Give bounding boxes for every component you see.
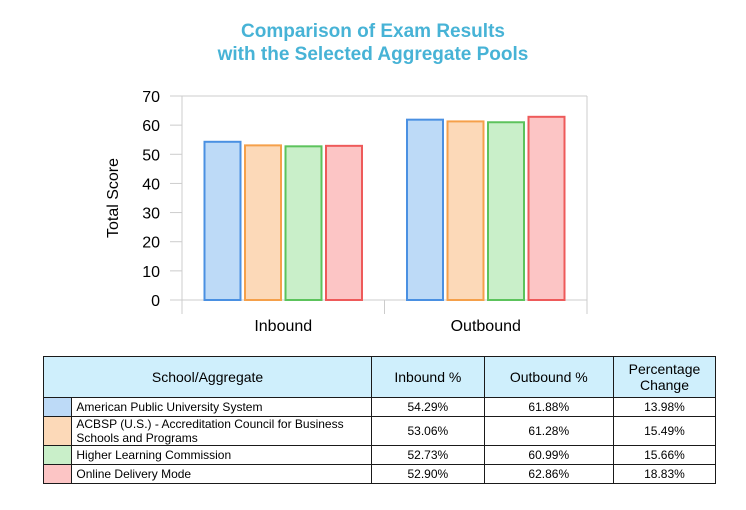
bar xyxy=(325,144,363,301)
x-tick-label: Inbound xyxy=(254,318,312,335)
outbound-value: 61.88% xyxy=(483,397,614,417)
y-axis-label: Total Score xyxy=(105,158,122,238)
bar xyxy=(487,121,525,301)
color-swatch xyxy=(42,397,73,417)
inbound-value: 53.06% xyxy=(371,416,485,446)
school-name: American Public University System xyxy=(71,397,373,417)
color-swatch xyxy=(42,416,73,446)
y-tick-label: 60 xyxy=(142,118,160,135)
y-tick-label: 20 xyxy=(142,235,160,252)
chart-title: Comparison of Exam Results with the Sele… xyxy=(0,20,746,66)
change-value: 18.83% xyxy=(612,464,717,484)
y-tick-label: 40 xyxy=(142,176,160,193)
outbound-value: 60.99% xyxy=(483,445,614,465)
header-outbound: Outbound % xyxy=(483,356,614,398)
chart-title-line-1: Comparison of Exam Results xyxy=(241,21,505,42)
header-school: School/Aggregate xyxy=(42,356,373,398)
change-value: 13.98% xyxy=(612,397,717,417)
outbound-value: 62.86% xyxy=(483,464,614,484)
table-row: Higher Learning Commission 52.73% 60.99%… xyxy=(42,445,717,465)
outbound-value: 61.28% xyxy=(483,416,614,446)
table-row: Online Delivery Mode 52.90% 62.86% 18.83… xyxy=(42,464,717,484)
change-value: 15.49% xyxy=(612,416,717,446)
y-tick-label: 10 xyxy=(142,264,160,281)
color-swatch xyxy=(42,464,73,484)
school-name: ACBSP (U.S.) - Accreditation Council for… xyxy=(71,416,373,446)
table-row: American Public University System 54.29%… xyxy=(42,397,717,417)
bar xyxy=(244,144,282,301)
inbound-value: 52.90% xyxy=(371,464,485,484)
bar xyxy=(284,145,323,301)
color-swatch xyxy=(42,445,73,465)
school-name: Higher Learning Commission xyxy=(71,445,373,465)
header-inbound: Inbound % xyxy=(371,356,485,398)
bar-chart: 0 10 20 30 40 50 60 70 Total Score Inbound Outboun… xyxy=(105,89,588,335)
x-tick-label: Outbound xyxy=(451,318,521,335)
bar xyxy=(527,115,566,301)
bar xyxy=(203,140,242,301)
school-name: Online Delivery Mode xyxy=(71,464,373,484)
y-tick-label: 50 xyxy=(142,147,160,164)
bar xyxy=(446,120,485,302)
header-change: Percentage Change xyxy=(612,356,717,398)
bar xyxy=(406,118,444,301)
inbound-value: 54.29% xyxy=(371,397,485,417)
inbound-value: 52.73% xyxy=(371,445,485,465)
y-tick-label: 0 xyxy=(151,293,160,310)
y-tick-label: 70 xyxy=(142,89,160,106)
y-tick-label: 30 xyxy=(142,206,160,223)
table-header-row: School/Aggregate Inbound % Outbound % Pe… xyxy=(42,356,717,398)
results-table: School/Aggregate Inbound % Outbound % Pe… xyxy=(42,356,717,484)
change-value: 15.66% xyxy=(612,445,717,465)
table-row: ACBSP (U.S.) - Accreditation Council for… xyxy=(42,416,717,446)
chart-title-line-2: with the Selected Aggregate Pools xyxy=(217,44,529,65)
